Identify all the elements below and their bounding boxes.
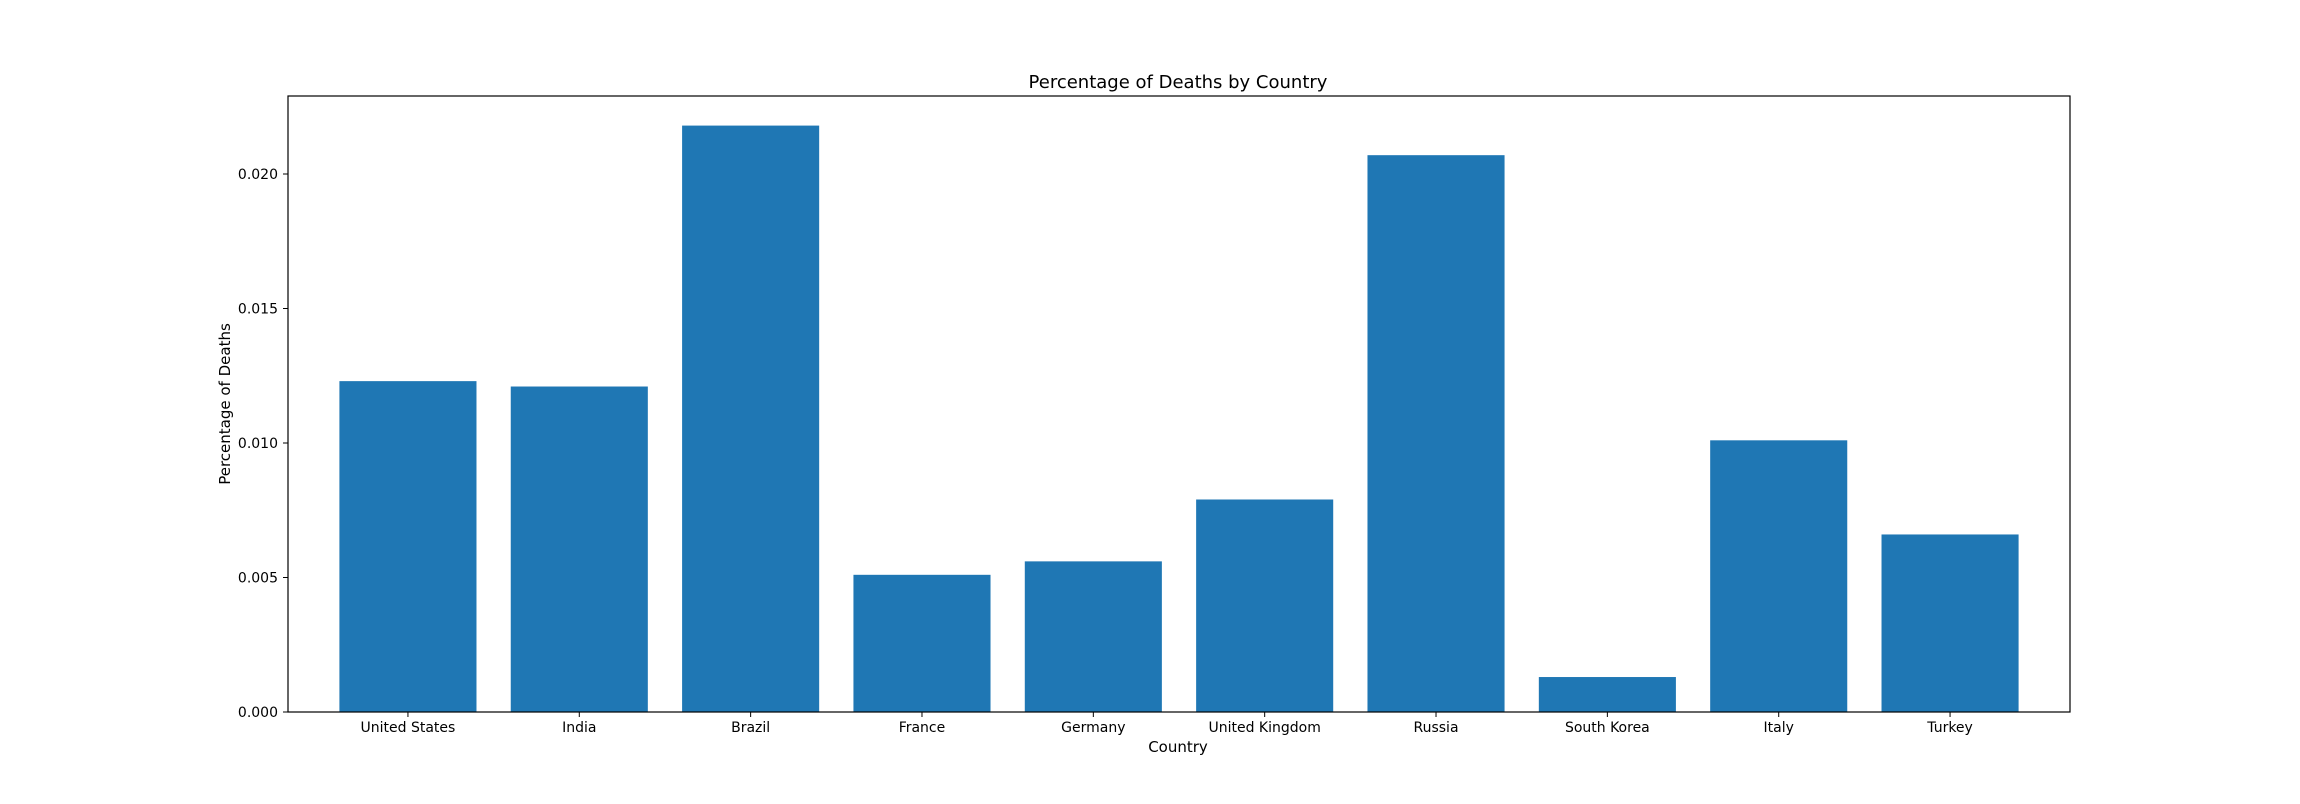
bar-india xyxy=(510,386,648,712)
y-tick-label: 0.015 xyxy=(238,302,278,318)
y-tick-label: 0.005 xyxy=(238,571,278,587)
x-tick-label: South Korea xyxy=(1565,720,1650,736)
bar-turkey xyxy=(1881,534,2019,712)
y-tick-label: 0.020 xyxy=(238,167,278,183)
x-tick-label: Germany xyxy=(1061,720,1125,736)
x-tick-label: France xyxy=(899,720,946,736)
bar-italy xyxy=(1710,440,1848,712)
bar-south-korea xyxy=(1538,677,1676,712)
bar-united-kingdom xyxy=(1196,499,1334,712)
x-tick-label: United Kingdom xyxy=(1208,720,1320,736)
y-axis-ticks: 0.000 0.005 0.010 0.015 0.020 xyxy=(238,167,288,721)
x-axis-ticks: United States India Brazil France Germany Uni… xyxy=(361,712,1973,736)
x-axis-label: Country xyxy=(1148,738,1208,756)
x-tick-label: Italy xyxy=(1764,720,1794,736)
bar-france xyxy=(853,574,991,712)
bars-layer xyxy=(339,125,2019,712)
plot-area-frame xyxy=(287,95,2071,713)
y-axis-label: Percentage of Deaths xyxy=(216,323,234,485)
bar-brazil xyxy=(682,125,820,712)
x-tick-label: Russia xyxy=(1414,720,1459,736)
chart-title: Percentage of Deaths by Country xyxy=(1029,72,1328,93)
x-tick-label: Brazil xyxy=(731,720,770,736)
bar-united-states xyxy=(339,381,477,712)
x-tick-label: India xyxy=(562,720,596,736)
x-tick-label: Turkey xyxy=(1926,720,1973,736)
bar-russia xyxy=(1367,155,1505,712)
y-tick-label: 0.010 xyxy=(238,436,278,452)
y-tick-label: 0.000 xyxy=(238,705,278,721)
x-tick-label: United States xyxy=(361,720,456,736)
bar-germany xyxy=(1024,561,1162,712)
